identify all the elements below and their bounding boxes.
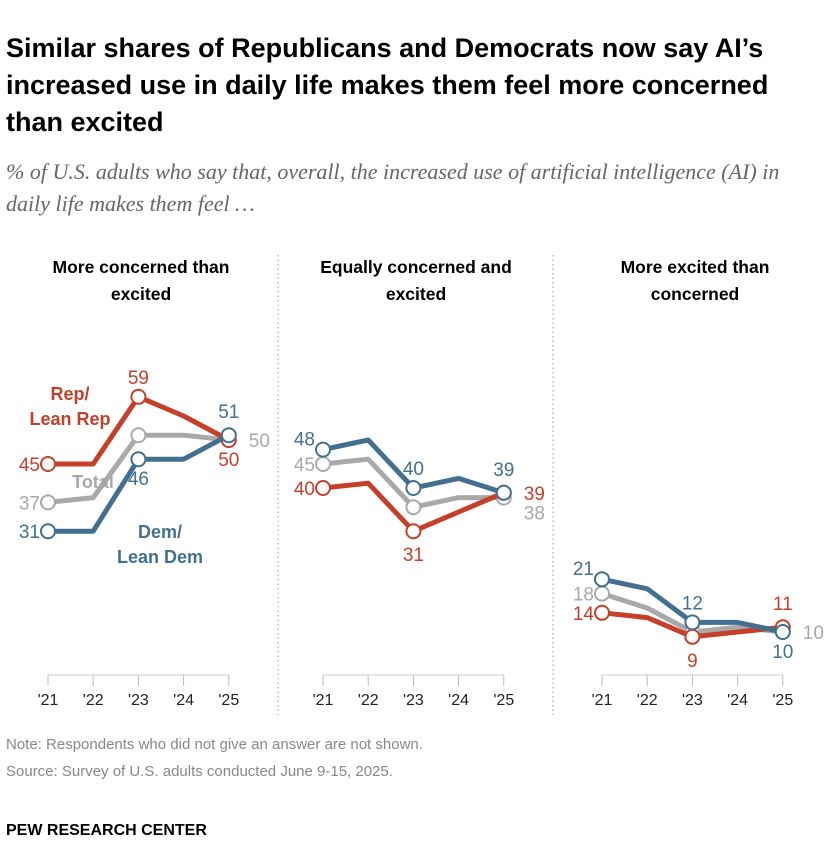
x-tick-label: '23 <box>403 692 424 709</box>
x-tick-label: '24 <box>448 692 469 709</box>
data-label-dem: 48 <box>294 430 315 451</box>
data-point-dem <box>130 451 147 468</box>
data-label-dem: 31 <box>19 522 40 543</box>
data-point-rep <box>315 480 331 496</box>
series-name-dem: Dem/ <box>138 522 182 542</box>
x-tick-label: '25 <box>772 692 793 709</box>
note: Note: Respondents who did not give an an… <box>6 736 423 753</box>
panel-title-excited: More excited than concerned <box>620 257 770 304</box>
data-point-dem <box>405 480 422 496</box>
data-label-dem: 40 <box>403 459 424 480</box>
data-label-dem: 10 <box>772 642 793 663</box>
x-tick-label: '21 <box>313 692 334 709</box>
x-tick-label: '22 <box>358 692 379 709</box>
data-label-dem: 51 <box>218 402 239 423</box>
data-label-dem: 21 <box>573 559 594 580</box>
data-label-rep: 14 <box>573 604 595 625</box>
x-tick-label: '23 <box>128 692 149 709</box>
chart-title: Similar shares of Republicans and Democr… <box>6 33 769 137</box>
data-point-rep <box>130 388 147 405</box>
x-tick-label: '21 <box>38 692 59 709</box>
x-tick-label: '23 <box>682 692 703 709</box>
x-tick-label: '24 <box>727 692 748 709</box>
data-point-dem <box>594 571 610 588</box>
panel-1: '21 '22 '23 '24 '25 48 39 40 45 38 40 39 31 <box>294 430 545 709</box>
data-label-rep: 9 <box>687 651 698 672</box>
data-label-total: 37 <box>19 493 40 514</box>
data-label-total: 38 <box>524 504 545 525</box>
data-label-rep: 31 <box>403 545 424 566</box>
series-name-total: Total <box>72 472 114 492</box>
data-point-total <box>40 494 56 511</box>
panel-title-equal: Equally concerned and excited <box>320 257 512 304</box>
series-name-rep: Lean Rep <box>29 409 110 429</box>
data-point-rep <box>594 604 610 621</box>
data-point-rep <box>405 523 422 540</box>
data-label-rep: 50 <box>218 450 239 471</box>
data-label-rep: 39 <box>524 484 545 505</box>
data-point-total <box>594 585 610 602</box>
data-point-dem <box>220 427 237 444</box>
panel-0: '21 '22 '23 '24 '25 45 50 59 37 50 31 51 46 <box>19 368 270 709</box>
data-point-total <box>130 427 147 444</box>
pew-logo: PEW RESEARCH CENTER <box>6 822 207 839</box>
data-label-rep: 40 <box>294 479 315 500</box>
data-label-total: 10 <box>803 623 824 644</box>
data-point-rep <box>684 628 701 645</box>
data-label-rep: 59 <box>128 368 149 389</box>
data-point-total <box>315 456 331 472</box>
x-tick-label: '21 <box>592 692 613 709</box>
data-label-dem: 12 <box>682 593 703 614</box>
data-label-total: 18 <box>573 585 594 606</box>
data-point-dem <box>315 441 331 458</box>
data-label-dem: 46 <box>128 469 149 490</box>
data-point-dem <box>40 523 56 540</box>
x-tick-label: '22 <box>637 692 658 709</box>
data-label-rep: 11 <box>773 594 793 615</box>
panel-title-concerned: More concerned than excited <box>52 257 230 304</box>
data-point-dem <box>684 614 701 631</box>
data-label-total: 50 <box>249 431 270 452</box>
x-tick-label: '25 <box>493 692 514 709</box>
data-label-rep: 45 <box>19 455 40 476</box>
x-tick-label: '25 <box>218 692 239 709</box>
panel-2: '21 '22 '23 '24 '25 21 10 12 18 10 14 11 9 <box>573 559 824 709</box>
data-point-dem <box>774 624 791 640</box>
x-tick-label: '22 <box>83 692 104 709</box>
data-point-total <box>405 499 422 516</box>
series-name-rep: Rep/ <box>50 384 89 404</box>
x-tick-label: '24 <box>173 692 194 709</box>
source: Source: Survey of U.S. adults conducted … <box>6 763 393 780</box>
data-label-dem: 39 <box>493 460 514 481</box>
data-point-dem <box>495 484 512 501</box>
data-point-rep <box>40 456 56 472</box>
data-label-total: 45 <box>294 455 315 476</box>
chart-subtitle: % of U.S. adults who say that, overall, … <box>6 159 780 216</box>
series-name-dem: Lean Dem <box>117 547 203 567</box>
